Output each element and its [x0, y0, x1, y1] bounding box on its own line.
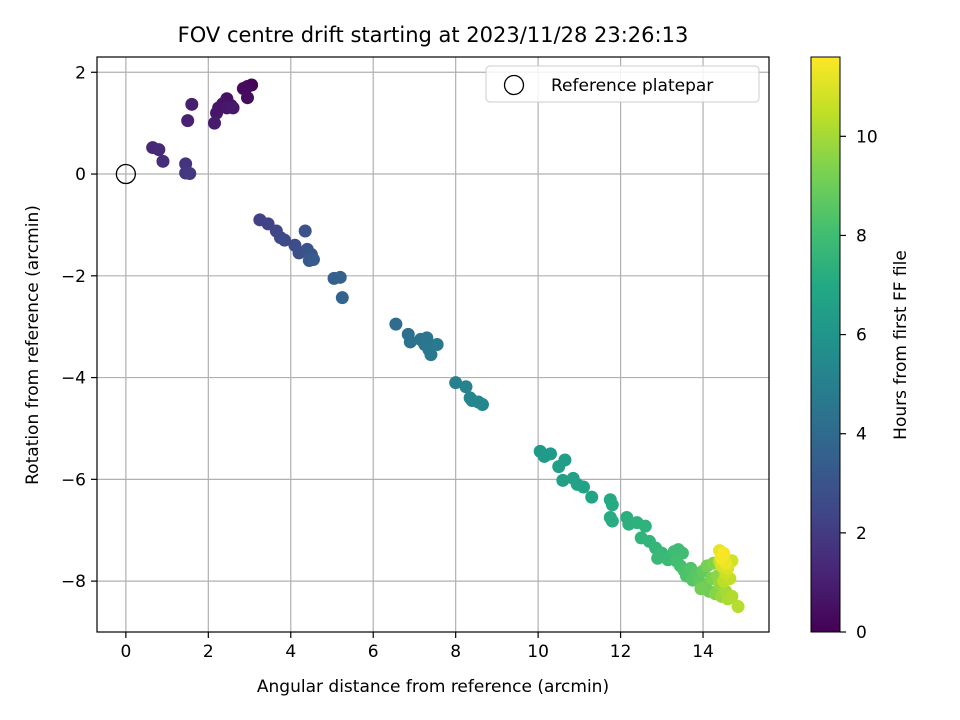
- data-point: [420, 331, 434, 345]
- data-point: [298, 224, 312, 238]
- data-point: [731, 600, 745, 614]
- x-tick-label: 8: [450, 642, 461, 662]
- data-point: [430, 338, 444, 351]
- colorbar-tick-label: 6: [856, 326, 867, 346]
- data-point: [306, 253, 320, 267]
- data-point: [185, 97, 199, 111]
- colorbar-tick-label: 4: [856, 425, 867, 445]
- data-point: [694, 582, 708, 596]
- x-tick-label: 14: [692, 642, 714, 662]
- data-point: [152, 143, 166, 157]
- y-tick-label: −4: [61, 369, 86, 389]
- y-axis-ticks: −8 −6 −4 −2 0 2: [61, 63, 97, 592]
- y-tick-label: −8: [61, 572, 86, 592]
- x-tick-label: 6: [368, 642, 379, 662]
- reference-point: [115, 163, 137, 185]
- colorbar-tick-label: 2: [856, 524, 867, 544]
- data-point: [183, 167, 197, 181]
- data-point: [556, 473, 570, 487]
- data-point: [459, 380, 473, 394]
- y-tick-label: −6: [61, 470, 86, 490]
- data-point: [333, 270, 347, 284]
- data-point: [226, 101, 240, 115]
- colorbar-ticks: 0 2 4 6 8 10: [840, 127, 878, 643]
- colorbar-label: Hours from first FF file: [891, 250, 911, 440]
- x-axis-ticks: 0 2 4 6 8 10 12 14: [120, 632, 714, 662]
- data-point: [240, 91, 254, 105]
- legend-reference-marker: [503, 74, 525, 96]
- legend-label: Reference platepar: [551, 76, 713, 96]
- data-point: [424, 348, 438, 362]
- data-point: [403, 335, 417, 349]
- data-point: [210, 106, 224, 120]
- data-point: [207, 116, 221, 130]
- data-point: [335, 291, 349, 305]
- data-point: [543, 447, 557, 461]
- x-tick-label: 12: [610, 642, 632, 662]
- data-point: [475, 398, 489, 412]
- legend-box: [485, 65, 760, 103]
- data-point: [181, 114, 195, 128]
- x-tick-label: 10: [527, 642, 549, 662]
- colorbar-tick-label: 8: [856, 226, 867, 246]
- colorbar: [810, 56, 841, 633]
- y-tick-label: 0: [75, 165, 86, 185]
- data-point: [389, 317, 403, 331]
- data-point: [717, 546, 731, 560]
- colorbar-tick-label: 0: [856, 623, 867, 643]
- reference-marker: [115, 163, 137, 185]
- data-point: [576, 480, 590, 494]
- y-tick-label: −2: [61, 267, 86, 287]
- legend: Reference platepar: [485, 65, 760, 103]
- data-point: [638, 519, 652, 533]
- x-tick-label: 2: [203, 642, 214, 662]
- y-tick-label: 2: [75, 63, 86, 83]
- data-point: [278, 233, 292, 247]
- data-points: [146, 78, 745, 614]
- data-point: [651, 551, 665, 565]
- data-point: [156, 154, 170, 168]
- data-point: [558, 453, 572, 467]
- data-point: [585, 490, 599, 504]
- chart-title: FOV centre drift starting at 2023/11/28 …: [178, 23, 689, 47]
- plot-frame: [96, 56, 770, 633]
- x-axis-label: Angular distance from reference (arcmin): [257, 677, 609, 697]
- data-point: [449, 376, 463, 390]
- x-tick-label: 0: [120, 642, 131, 662]
- colorbar-tick-label: 10: [856, 127, 878, 147]
- data-point: [605, 498, 619, 512]
- data-point: [725, 589, 739, 603]
- data-point: [605, 514, 619, 528]
- x-tick-label: 4: [285, 642, 296, 662]
- y-axis-label: Rotation from reference (arcmin): [23, 205, 43, 485]
